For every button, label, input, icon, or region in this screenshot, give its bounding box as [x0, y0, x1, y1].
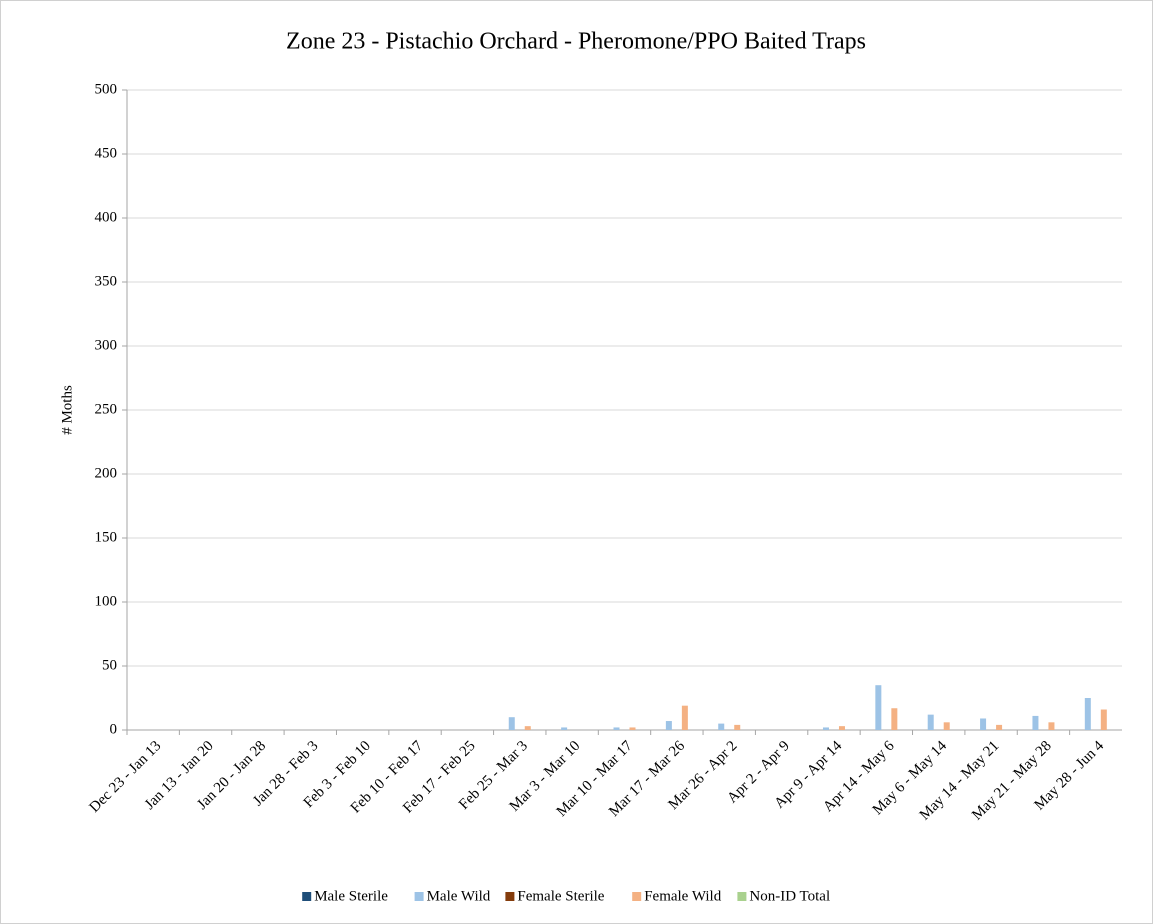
bar	[665, 721, 672, 730]
y-tick-label: 200	[95, 465, 118, 481]
bar	[681, 705, 688, 730]
legend-label: Male Wild	[427, 888, 491, 904]
y-axis-label: # Moths	[59, 385, 75, 435]
bar	[838, 726, 845, 730]
legend-swatch	[737, 892, 747, 901]
y-tick-label: 150	[95, 529, 118, 545]
y-tick-label: 50	[102, 657, 117, 673]
bar	[943, 722, 950, 730]
legend-swatch	[302, 892, 312, 901]
legend-label: Female Wild	[644, 888, 722, 904]
legend-label: Non-ID Total	[749, 888, 830, 904]
bar	[1032, 715, 1039, 730]
bar	[734, 724, 741, 730]
legend-swatch	[414, 892, 424, 901]
bar	[561, 727, 568, 730]
chart-title: Zone 23 - Pistachio Orchard - Pheromone/…	[286, 29, 866, 55]
y-tick-label: 300	[95, 337, 118, 353]
bar	[629, 727, 636, 730]
legend-swatch	[632, 892, 642, 901]
y-tick-label: 350	[95, 273, 118, 289]
legend-swatch	[505, 892, 515, 901]
bar	[1084, 698, 1091, 730]
bar	[613, 727, 620, 730]
bar	[875, 685, 882, 730]
bar	[718, 723, 725, 730]
y-tick-label: 500	[95, 81, 118, 97]
bar	[1048, 722, 1055, 730]
bar	[980, 718, 987, 730]
bar	[927, 714, 934, 730]
bar	[891, 708, 898, 730]
bar	[822, 727, 829, 730]
bar	[524, 726, 531, 730]
bar	[996, 724, 1003, 730]
y-tick-label: 0	[110, 721, 118, 737]
bar	[1100, 709, 1107, 730]
bar	[508, 717, 515, 730]
y-tick-label: 250	[95, 401, 118, 417]
legend-label: Male Sterile	[314, 888, 388, 904]
y-tick-label: 450	[95, 145, 118, 161]
y-tick-label: 400	[95, 209, 118, 225]
legend-label: Female Sterile	[517, 888, 604, 904]
y-tick-label: 100	[95, 593, 118, 609]
